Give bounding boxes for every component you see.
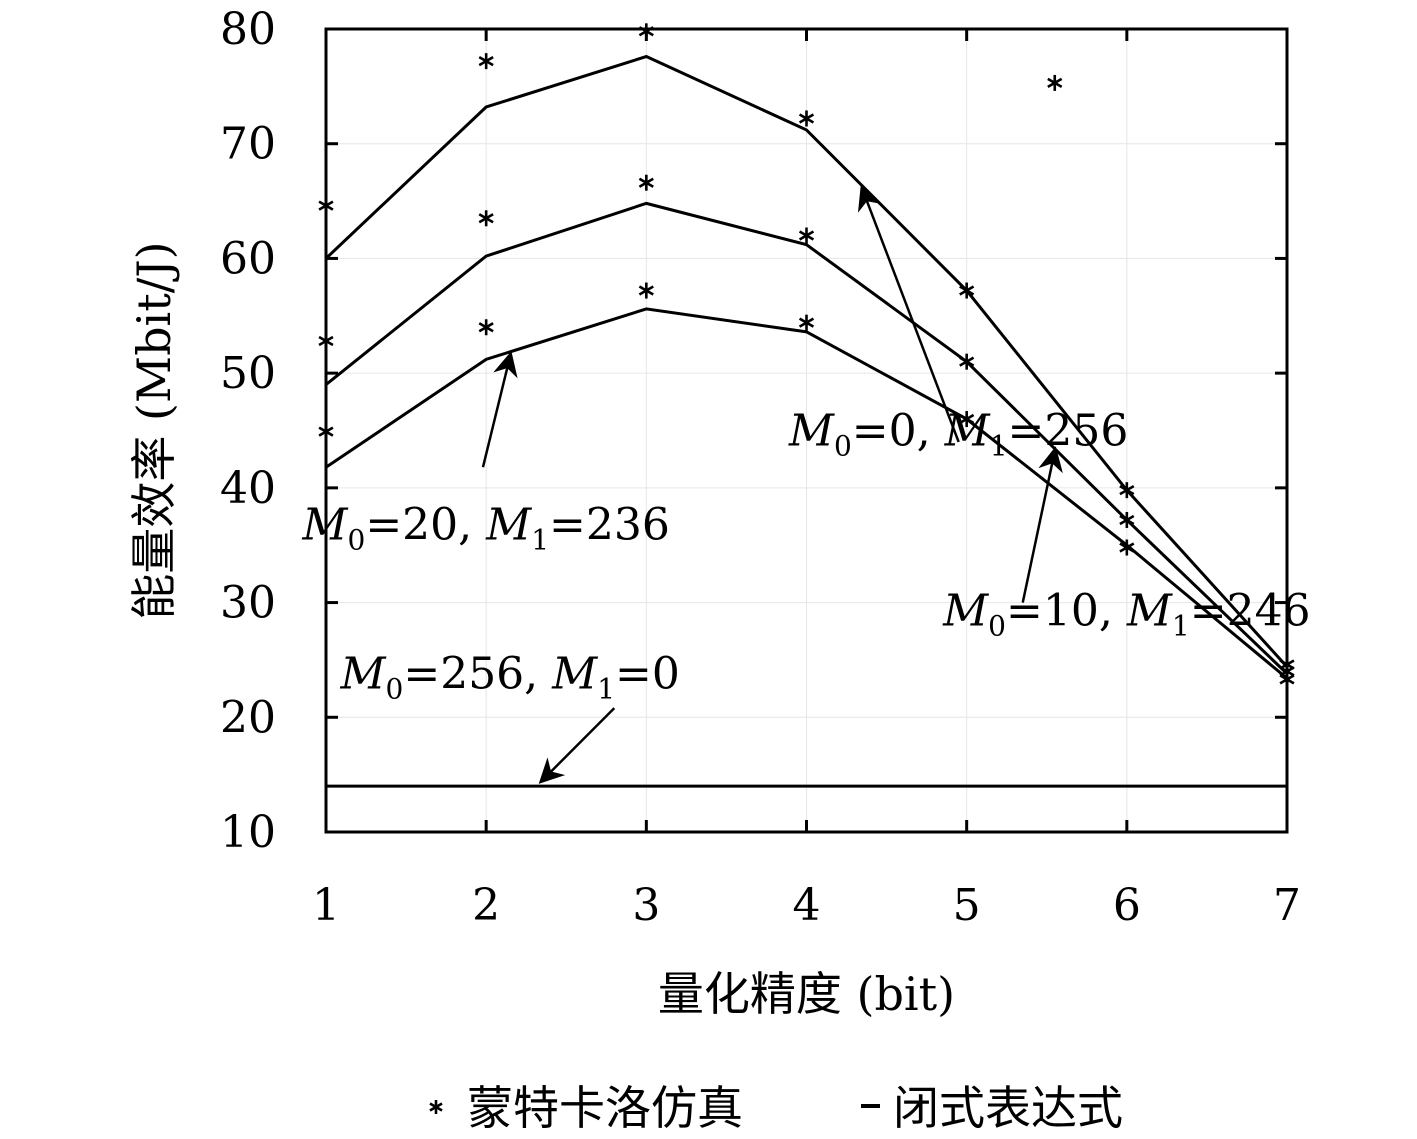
x-tick-label: 6 bbox=[1113, 880, 1141, 931]
y-tick-label: 70 bbox=[220, 119, 276, 170]
simulation-point bbox=[638, 282, 654, 299]
y-axis-label: 能量效率 (Mbit/J) bbox=[127, 241, 181, 619]
y-tick-label: 80 bbox=[220, 4, 276, 55]
simulation-point bbox=[959, 282, 975, 299]
annotation-label: M0=256, M1=0 bbox=[339, 649, 679, 706]
x-tick-label: 3 bbox=[632, 880, 660, 931]
simulation-point bbox=[1119, 539, 1135, 556]
legend-label-closed-form: 闭式表达式 bbox=[893, 1081, 1123, 1135]
annotation-arrow bbox=[1021, 446, 1063, 603]
x-tick-label: 2 bbox=[472, 880, 500, 931]
y-tick-label: 60 bbox=[220, 233, 276, 284]
annotation-label: M0=10, M1=246 bbox=[942, 586, 1310, 643]
x-tick-label: 1 bbox=[312, 880, 340, 931]
legend-marker-asterisk bbox=[429, 1100, 443, 1114]
annotation-arrow bbox=[538, 707, 616, 784]
annotation-label: M0=0, M1=256 bbox=[788, 405, 1128, 462]
y-tick-label: 20 bbox=[220, 692, 276, 743]
x-tick-label: 7 bbox=[1273, 880, 1301, 931]
y-tick-label: 10 bbox=[220, 807, 276, 858]
legend-label-simulation: 蒙特卡洛仿真 bbox=[467, 1081, 743, 1135]
simulation-point bbox=[959, 353, 975, 370]
simulation-point bbox=[478, 319, 494, 336]
simulation-point bbox=[1119, 482, 1135, 499]
simulation-point bbox=[798, 314, 815, 331]
simulation-point bbox=[1047, 74, 1063, 91]
legend: 蒙特卡洛仿真 闭式表达式 bbox=[429, 1081, 1123, 1135]
simulation-point bbox=[478, 210, 494, 227]
x-tick-label: 4 bbox=[793, 880, 821, 931]
simulation-point bbox=[1119, 511, 1135, 528]
annotation-label: M0=20, M1=236 bbox=[301, 499, 669, 556]
annotations: M0=0, M1=256 M0=20, M1=236 M0=10, M1=246 M0… bbox=[301, 184, 1311, 784]
simulation-point bbox=[478, 53, 494, 70]
x-tick-label: 5 bbox=[953, 880, 981, 931]
x-axis-label: 量化精度 (bit) bbox=[658, 967, 955, 1021]
simulation-point bbox=[959, 411, 975, 428]
simulation-point bbox=[798, 227, 815, 244]
simulation-point bbox=[798, 110, 815, 127]
annotation-arrow bbox=[481, 351, 518, 468]
axis-ticks: 1 2 3 4 5 6 7 10 20 30 40 50 60 70 80 bbox=[220, 4, 1301, 931]
grid bbox=[325, 28, 1288, 833]
y-tick-label: 40 bbox=[220, 463, 276, 514]
annotation-arrow bbox=[857, 184, 960, 443]
y-tick-label: 50 bbox=[220, 348, 276, 399]
y-tick-label: 30 bbox=[220, 578, 276, 629]
simulation-point bbox=[638, 174, 654, 191]
